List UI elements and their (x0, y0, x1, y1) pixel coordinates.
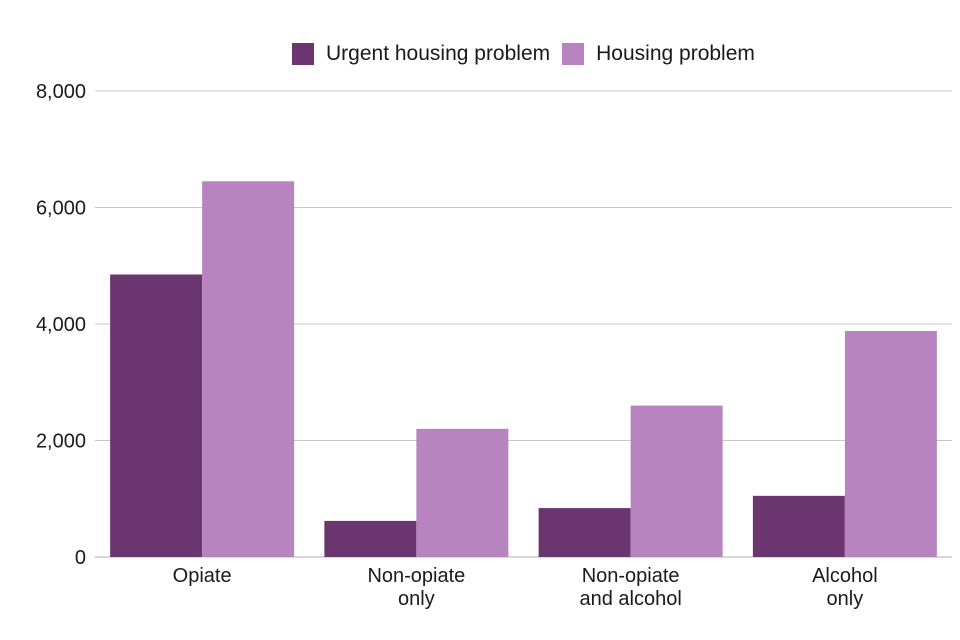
bar-urgent (110, 274, 203, 557)
legend: Urgent housing problem Housing problem (292, 42, 767, 66)
bar-housing (416, 428, 509, 557)
x-tick-label: Opiate (173, 565, 232, 587)
y-tick-label: 4,000 (36, 314, 86, 336)
legend-label-urgent: Urgent housing problem (326, 42, 551, 65)
y-tick-label: 0 (75, 547, 86, 569)
legend-label-housing: Housing problem (596, 42, 755, 65)
legend-swatch-housing (562, 43, 585, 65)
x-tick-label: only (827, 588, 864, 610)
x-tick-label: Non-opiate (367, 565, 465, 587)
x-tick-label: only (398, 588, 435, 610)
bar-urgent (538, 508, 631, 557)
bar-urgent (752, 495, 845, 557)
bar-housing (202, 181, 295, 557)
legend-item-urgent: Urgent housing problem (292, 42, 550, 66)
legend-item-housing: Housing problem (562, 42, 755, 66)
x-tick-label: Non-opiate (582, 565, 680, 587)
bar-urgent (324, 520, 417, 557)
bar-housing (844, 330, 937, 557)
y-tick-label: 6,000 (36, 198, 86, 220)
x-tick-label: Alcohol (812, 565, 878, 587)
y-tick-label: 2,000 (36, 431, 86, 453)
bar-housing (630, 405, 723, 557)
y-tick-label: 8,000 (36, 81, 86, 103)
x-tick-label: and alcohol (579, 588, 681, 610)
legend-swatch-urgent (292, 43, 314, 65)
